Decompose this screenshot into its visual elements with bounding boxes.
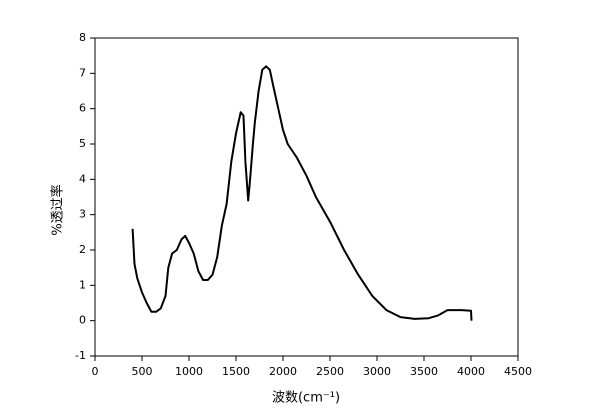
x-tick-label: 500 bbox=[132, 365, 153, 378]
y-tick-label: 6 bbox=[79, 102, 86, 115]
y-tick-label: -1 bbox=[75, 349, 86, 362]
x-tick-label: 3500 bbox=[410, 365, 438, 378]
y-tick-label: 7 bbox=[79, 66, 86, 79]
x-tick-label: 1500 bbox=[222, 365, 250, 378]
x-tick-label: 1000 bbox=[175, 365, 203, 378]
x-tick-label: 0 bbox=[92, 365, 99, 378]
y-tick-label: 2 bbox=[79, 243, 86, 256]
y-tick-label: 5 bbox=[79, 137, 86, 150]
x-axis-label: 波数(cm⁻¹) bbox=[272, 391, 340, 406]
y-tick-label: 0 bbox=[79, 314, 86, 327]
x-tick-label: 4500 bbox=[504, 365, 532, 378]
x-tick-label: 2000 bbox=[269, 365, 297, 378]
y-tick-label: 4 bbox=[79, 172, 86, 185]
data-line bbox=[131, 65, 473, 321]
y-axis-label: %透过率 bbox=[50, 184, 66, 235]
y-tick-label: 8 bbox=[79, 31, 86, 44]
x-tick-label: 2500 bbox=[316, 365, 344, 378]
x-tick-label: 3000 bbox=[363, 365, 391, 378]
y-tick-label: 1 bbox=[79, 278, 86, 291]
y-tick-label: 3 bbox=[79, 208, 86, 221]
x-tick-label: 4000 bbox=[457, 365, 485, 378]
plot-frame bbox=[94, 37, 519, 357]
